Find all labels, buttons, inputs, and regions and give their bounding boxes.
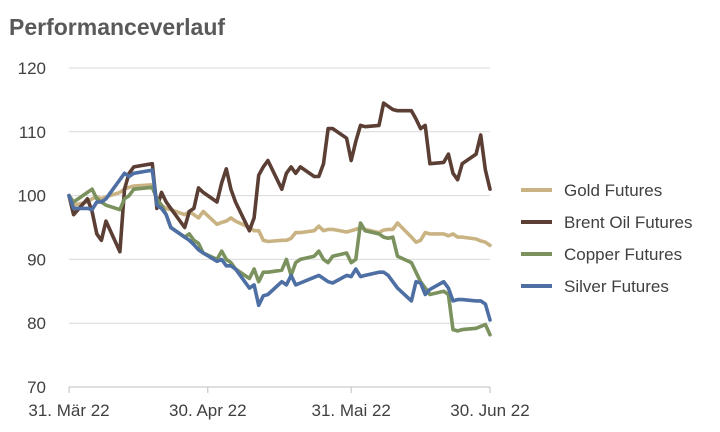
legend-layer: Gold Futures Brent Oil Futures Copper Futu… (521, 181, 693, 296)
x-tick-label: 31. Mär 22 (28, 401, 109, 420)
grid-layer (69, 67, 490, 324)
chart-title: Performanceverlauf (9, 14, 226, 40)
y-tick-label: 110 (19, 123, 46, 142)
y-tick-label: 80 (27, 314, 46, 333)
y-tick-label: 90 (27, 250, 46, 269)
y-tick-label: 120 (18, 59, 46, 78)
legend-label: Brent Oil Futures (564, 213, 693, 232)
x-tick-label: 31. Mai 22 (312, 401, 391, 420)
legend-label: Copper Futures (564, 245, 682, 264)
series-line (67, 183, 492, 248)
x-tick-label: 30. Apr 22 (169, 401, 247, 420)
y-tick-label: 100 (18, 187, 46, 206)
legend-label: Silver Futures (564, 277, 669, 296)
y-tick-label: 70 (27, 378, 46, 397)
x-tick-label: 30. Jun 22 (450, 401, 529, 420)
series-line (67, 185, 492, 337)
series-layer (67, 101, 492, 337)
series-line (67, 168, 492, 322)
axis-layer: 70 80 90 100 110 120 31. Mär 22 30. Apr 22 31. M… (18, 59, 530, 420)
legend-label: Gold Futures (564, 181, 662, 200)
series-line (67, 101, 492, 254)
